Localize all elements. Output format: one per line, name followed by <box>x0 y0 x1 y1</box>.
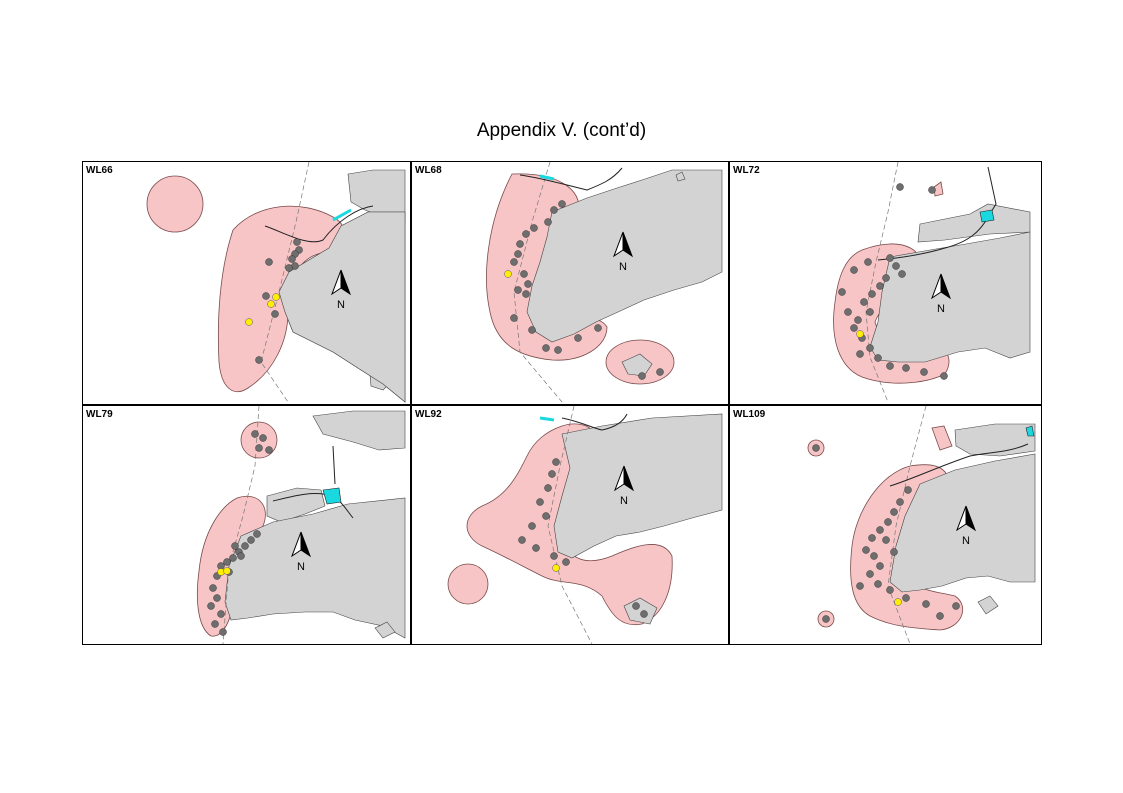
sighting-points <box>518 458 648 618</box>
map-panel-wl79: WL79 <box>83 406 410 644</box>
home-range-polygon <box>146 175 204 233</box>
map-canvas: N <box>146 162 406 403</box>
map-canvas: N <box>833 162 1031 403</box>
land-mass <box>623 597 658 625</box>
panel-label: WL92 <box>415 409 442 420</box>
panel-label: WL72 <box>733 165 760 176</box>
coastal-road <box>264 205 374 243</box>
map-canvas: N <box>447 406 723 644</box>
panel-label: WL68 <box>415 165 442 176</box>
map-canvas: N <box>197 406 406 644</box>
panel-divider <box>83 404 1041 406</box>
north-arrow-icon: N <box>930 273 952 315</box>
land-mass <box>374 621 396 639</box>
north-arrow-icon: N <box>290 531 312 573</box>
north-label: N <box>962 535 970 547</box>
page-title: Appendix V. (cont’d) <box>476 120 647 141</box>
sighting-points <box>510 200 664 380</box>
map-canvas: N <box>486 162 723 403</box>
map-panel-grid: WL66 N <box>82 161 1042 645</box>
boat-track <box>865 162 899 403</box>
home-range-polygon <box>933 181 944 197</box>
coastal-road <box>561 413 628 431</box>
highlighted-points <box>552 564 560 572</box>
map-panel-wl92: WL92 N <box>412 406 728 644</box>
bridge-segment <box>539 416 555 422</box>
highlighted-points <box>245 293 280 326</box>
sighting-points <box>812 444 960 623</box>
boat-track <box>887 406 927 644</box>
land-mass <box>266 487 326 523</box>
sighting-points <box>207 430 273 636</box>
north-arrow-icon: N <box>612 231 634 273</box>
bridge-segment <box>1025 425 1035 437</box>
land-mass <box>526 169 723 343</box>
north-arrow-icon: N <box>955 505 977 547</box>
north-arrow-icon: N <box>330 269 352 311</box>
land-mass <box>675 171 686 182</box>
land-mass <box>621 353 653 377</box>
north-label: N <box>937 303 945 315</box>
bridge-segment <box>979 209 995 223</box>
boat-track <box>260 162 310 403</box>
land-mass <box>224 497 406 639</box>
land-mass <box>312 410 406 451</box>
boat-track <box>513 162 563 403</box>
coastal-road <box>889 443 1029 487</box>
land-mass <box>553 413 723 559</box>
panel-label: WL79 <box>86 409 113 420</box>
bridge-segment <box>332 208 352 222</box>
north-label: N <box>297 561 305 573</box>
highlighted-points <box>217 567 231 576</box>
land-mass <box>977 595 999 615</box>
land-mass <box>954 423 1036 457</box>
coastal-road <box>519 167 623 191</box>
map-panel-wl109: WL109 <box>730 406 1041 644</box>
panel-divider <box>410 162 412 644</box>
sighting-points <box>255 238 303 364</box>
home-range-polygon <box>447 563 489 605</box>
north-arrow-icon: N <box>613 465 635 507</box>
home-range-polygon <box>931 425 953 451</box>
highlighted-points <box>856 330 864 338</box>
land-mass <box>278 211 406 403</box>
panel-label: WL66 <box>86 165 113 176</box>
map-canvas: N <box>807 406 1036 644</box>
bridge-segment <box>322 487 342 505</box>
bridge-segment <box>539 174 555 181</box>
map-panel-wl72: WL72 <box>730 162 1041 404</box>
map-panel-wl66: WL66 N <box>83 162 410 404</box>
panel-label: WL109 <box>733 409 766 420</box>
highlighted-points <box>894 598 902 606</box>
boat-track <box>547 406 593 644</box>
north-label: N <box>620 495 628 507</box>
panel-divider <box>728 162 730 644</box>
north-label: N <box>619 261 627 273</box>
sighting-points <box>838 183 948 380</box>
map-panel-wl68: WL68 N <box>412 162 728 404</box>
coastal-road <box>332 445 336 485</box>
north-label: N <box>337 299 345 311</box>
highlighted-points <box>504 270 512 278</box>
